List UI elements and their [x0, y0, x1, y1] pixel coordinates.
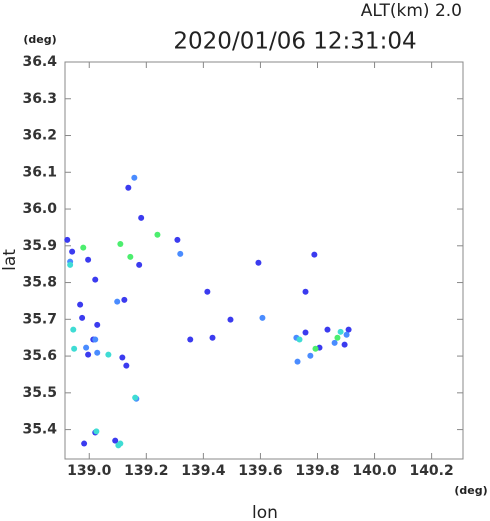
- y-tick-label: 36.1: [22, 164, 57, 180]
- echo-point: [311, 251, 318, 258]
- echo-point: [132, 394, 139, 401]
- echo-point: [209, 334, 216, 341]
- echo-point: [114, 298, 121, 305]
- echo-point: [117, 240, 124, 247]
- y-tick-label: 35.8: [22, 275, 57, 291]
- echo-point: [112, 437, 119, 444]
- chart-subtitle: ALT(km) 2.0: [361, 1, 462, 21]
- echo-point: [138, 214, 145, 221]
- x-tick-label: 139.4: [181, 463, 226, 479]
- echo-point: [307, 352, 314, 359]
- echo-point: [345, 326, 352, 333]
- x-tick-label: 139.6: [238, 463, 282, 479]
- echo-point: [294, 358, 301, 365]
- y-tick-label: 35.7: [22, 311, 57, 327]
- y-tick-label: 35.9: [22, 238, 57, 254]
- echo-point: [80, 244, 87, 251]
- echo-point: [131, 174, 138, 181]
- echo-point: [119, 354, 126, 361]
- x-unit: (deg): [454, 484, 487, 497]
- echo-point: [94, 349, 101, 356]
- x-axis-label: lon: [252, 503, 278, 521]
- echo-point: [117, 440, 124, 447]
- x-tick-label: 139.8: [295, 463, 339, 479]
- echo-point: [154, 231, 161, 238]
- echo-point: [125, 184, 132, 191]
- x-tick-label: 139.0: [67, 463, 112, 479]
- y-tick-label: 35.6: [22, 348, 57, 364]
- echo-point: [127, 253, 134, 260]
- echo-point: [64, 236, 71, 243]
- y-unit: (deg): [23, 33, 56, 46]
- chart-title: 2020/01/06 12:31:04: [173, 29, 416, 55]
- echo-point: [312, 345, 319, 352]
- echo-point: [94, 321, 101, 328]
- echo-point: [204, 288, 211, 295]
- x-tick-label: 139.2: [124, 463, 168, 479]
- echo-point: [83, 344, 90, 351]
- echo-point: [177, 250, 184, 257]
- echo-point: [302, 329, 309, 336]
- echo-point: [174, 236, 181, 243]
- echo-point: [324, 326, 331, 333]
- echo-point: [302, 288, 309, 295]
- echo-point: [85, 351, 92, 358]
- echo-point: [69, 248, 76, 255]
- echo-point: [331, 339, 338, 346]
- x-tick-label: 140.2: [409, 463, 453, 479]
- x-tick-label: 140.0: [352, 463, 397, 479]
- echo-point: [227, 316, 234, 323]
- echo-point: [296, 336, 303, 343]
- plot-frame: [64, 61, 464, 460]
- y-tick-label: 36.4: [22, 54, 57, 70]
- echo-point: [187, 336, 194, 343]
- echo-point: [136, 261, 143, 268]
- y-tick-label: 36.3: [22, 91, 57, 107]
- echo-point: [67, 261, 74, 268]
- echo-point: [92, 336, 99, 343]
- y-tick-label: 35.4: [22, 422, 57, 438]
- y-tick-label: 36.0: [22, 201, 57, 217]
- echo-point: [71, 345, 78, 352]
- echo-point: [123, 362, 130, 369]
- echo-point: [337, 328, 344, 335]
- echo-point: [70, 326, 77, 333]
- echo-point: [77, 301, 84, 308]
- y-tick-label: 36.2: [22, 128, 57, 144]
- echo-point: [341, 341, 348, 348]
- y-axis-label: lat: [0, 249, 20, 271]
- echo-point: [81, 440, 88, 447]
- echo-point: [334, 334, 341, 341]
- echo-point: [105, 351, 112, 358]
- echo-point: [343, 331, 350, 338]
- echo-point: [85, 256, 92, 263]
- echo-point: [79, 314, 86, 321]
- y-tick-label: 35.5: [22, 385, 57, 401]
- echo-point: [255, 259, 262, 266]
- echo-point: [92, 276, 99, 283]
- echo-point: [259, 314, 266, 321]
- echo-point: [121, 296, 128, 303]
- echo-point: [93, 428, 100, 435]
